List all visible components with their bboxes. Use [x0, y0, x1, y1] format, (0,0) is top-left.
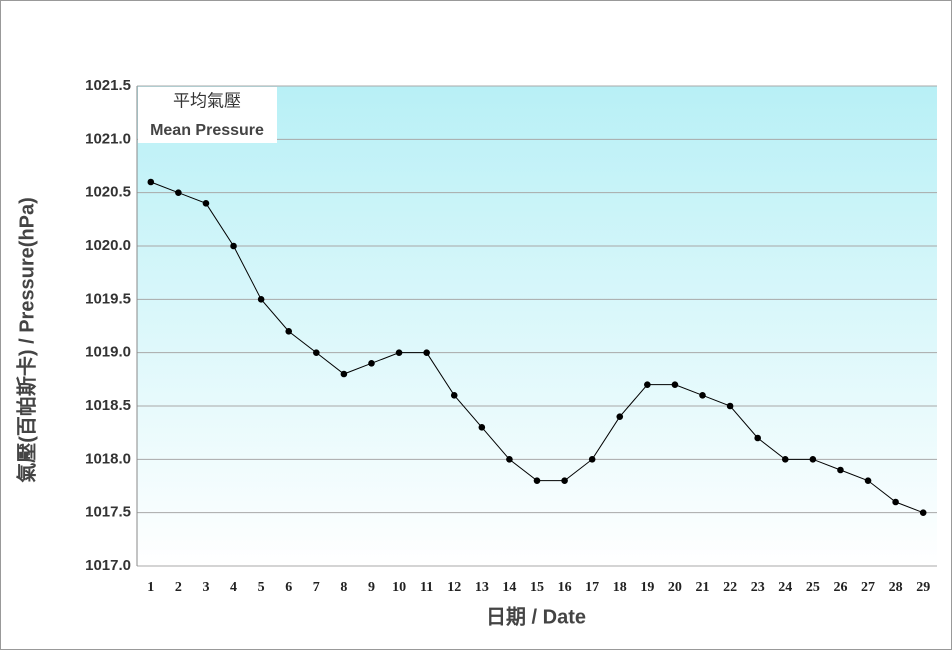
point [147, 178, 155, 186]
y-tick-label: 1021.0 [85, 130, 131, 147]
point [506, 456, 513, 463]
point [699, 392, 706, 399]
point [202, 200, 210, 207]
x-tick-label: 13 [475, 580, 489, 595]
point [313, 349, 320, 356]
y-tick-label: 1019.0 [85, 344, 131, 361]
point [671, 381, 679, 388]
x-tick-label: 29 [916, 580, 930, 595]
y-tick-label: 1021.5 [85, 77, 131, 94]
point [340, 370, 348, 378]
y-tick-label: 1017.5 [85, 504, 131, 521]
x-tick-label: 17 [585, 580, 599, 595]
x-tick-label: 1 [147, 580, 154, 595]
point [368, 360, 375, 367]
x-tick-label: 23 [751, 580, 765, 595]
x-tick-label: 24 [778, 580, 792, 595]
y-tick-label: 1020.0 [85, 237, 131, 254]
y-tick-label: 1017.0 [85, 557, 131, 574]
point [919, 509, 927, 516]
x-tick-label: 5 [258, 580, 265, 595]
point [754, 434, 761, 442]
x-tick-label: 14 [502, 580, 516, 595]
x-tick-label: 28 [889, 580, 903, 595]
point [726, 402, 734, 410]
x-tick-label: 20 [668, 580, 682, 595]
x-tick-label: 16 [558, 580, 572, 595]
x-tick-label: 19 [640, 580, 654, 595]
x-tick-label: 25 [806, 580, 820, 595]
point [616, 413, 624, 420]
point [837, 466, 844, 474]
x-tick-label: 22 [723, 580, 737, 595]
x-tick-label: 7 [313, 580, 320, 595]
point [230, 242, 237, 250]
chart-subtitle: Mean Pressure [150, 122, 264, 139]
x-tick-label: 10 [392, 580, 406, 595]
point [175, 189, 182, 196]
x-axis-label: 日期 / Date [486, 605, 586, 628]
point [892, 498, 899, 506]
x-tick-label: 9 [368, 580, 375, 595]
x-tick-label: 8 [340, 580, 347, 595]
y-axis-label: 氣壓(百帕斯卡) / Pressure(hPa) [14, 197, 38, 483]
point [423, 349, 430, 356]
point [561, 477, 568, 484]
point [478, 424, 486, 431]
point [257, 296, 265, 303]
point [450, 392, 458, 399]
y-tick-label: 1018.5 [85, 397, 131, 414]
point [533, 477, 541, 484]
x-tick-label: 2 [175, 580, 182, 595]
x-tick-label: 3 [202, 580, 209, 595]
x-tick-label: 26 [833, 580, 847, 595]
x-tick-label: 18 [613, 580, 627, 595]
y-tick-label: 1018.0 [85, 450, 131, 467]
x-tick-label: 27 [861, 580, 875, 595]
point [588, 456, 596, 463]
x-tick-label: 15 [530, 580, 544, 595]
point [285, 328, 293, 335]
x-tick-label: 4 [230, 580, 237, 595]
plot-area [137, 86, 937, 566]
y-tick-label: 1019.5 [85, 290, 131, 307]
y-tick-label: 1020.5 [85, 184, 131, 201]
x-tick-label: 21 [696, 580, 710, 595]
point [644, 381, 651, 388]
chart-title: 平均氣壓 [173, 91, 241, 110]
point [809, 456, 817, 463]
point [395, 349, 403, 356]
title-box [138, 87, 277, 143]
point [781, 456, 789, 463]
point [864, 477, 872, 484]
x-tick-label: 12 [447, 580, 461, 595]
x-tick-label: 6 [285, 580, 292, 595]
x-tick-label: 11 [420, 580, 433, 595]
